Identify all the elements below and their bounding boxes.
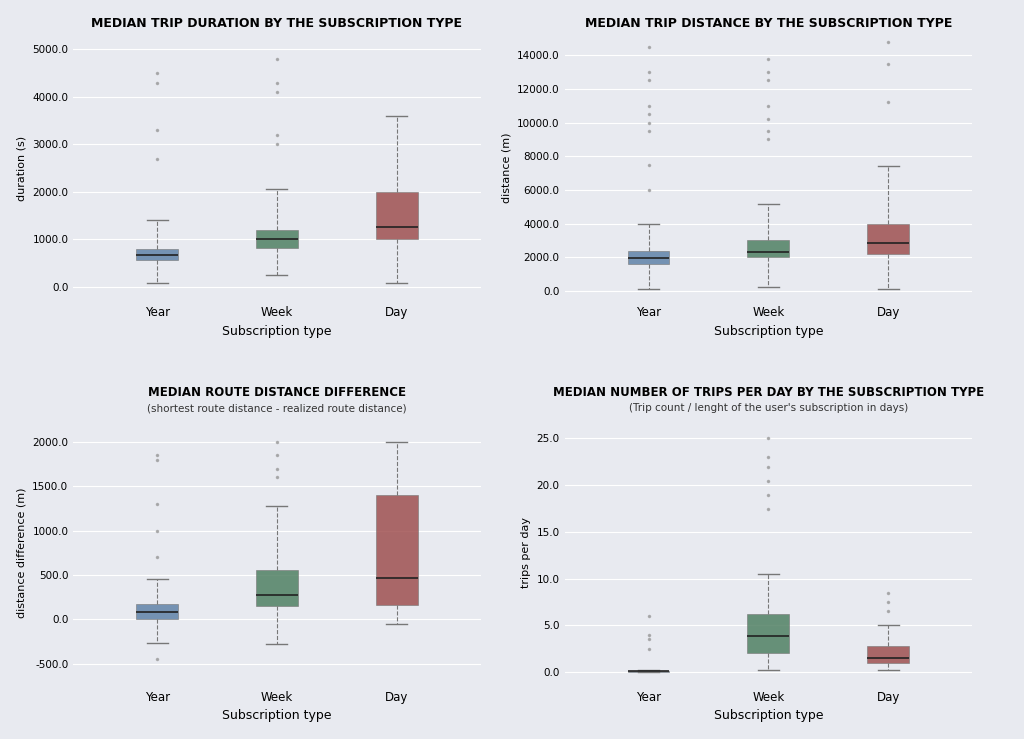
X-axis label: Subscription type: Subscription type bbox=[222, 324, 332, 338]
PathPatch shape bbox=[748, 239, 790, 257]
Text: (Trip count / lenght of the user's subscription in days): (Trip count / lenght of the user's subsc… bbox=[629, 403, 908, 413]
X-axis label: Subscription type: Subscription type bbox=[222, 709, 332, 722]
Y-axis label: trips per day: trips per day bbox=[521, 517, 531, 588]
Y-axis label: duration (s): duration (s) bbox=[16, 135, 27, 200]
Text: MEDIAN NUMBER OF TRIPS PER DAY BY THE SUBSCRIPTION TYPE: MEDIAN NUMBER OF TRIPS PER DAY BY THE SU… bbox=[553, 386, 984, 398]
PathPatch shape bbox=[136, 605, 178, 619]
Title: MEDIAN TRIP DISTANCE BY THE SUBSCRIPTION TYPE: MEDIAN TRIP DISTANCE BY THE SUBSCRIPTION… bbox=[585, 17, 952, 30]
PathPatch shape bbox=[628, 671, 670, 672]
Y-axis label: distance difference (m): distance difference (m) bbox=[16, 488, 27, 618]
Text: MEDIAN ROUTE DISTANCE DIFFERENCE: MEDIAN ROUTE DISTANCE DIFFERENCE bbox=[148, 386, 406, 398]
Title: MEDIAN TRIP DURATION BY THE SUBSCRIPTION TYPE: MEDIAN TRIP DURATION BY THE SUBSCRIPTION… bbox=[91, 17, 463, 30]
X-axis label: Subscription type: Subscription type bbox=[714, 709, 823, 722]
PathPatch shape bbox=[376, 192, 418, 239]
PathPatch shape bbox=[256, 570, 298, 606]
Text: (shortest route distance - realized route distance): (shortest route distance - realized rout… bbox=[147, 403, 407, 413]
X-axis label: Subscription type: Subscription type bbox=[714, 324, 823, 338]
PathPatch shape bbox=[136, 249, 178, 260]
PathPatch shape bbox=[256, 230, 298, 248]
PathPatch shape bbox=[867, 224, 909, 254]
PathPatch shape bbox=[628, 251, 670, 264]
PathPatch shape bbox=[867, 646, 909, 663]
PathPatch shape bbox=[376, 495, 418, 605]
PathPatch shape bbox=[748, 614, 790, 653]
Y-axis label: distance (m): distance (m) bbox=[502, 133, 512, 203]
